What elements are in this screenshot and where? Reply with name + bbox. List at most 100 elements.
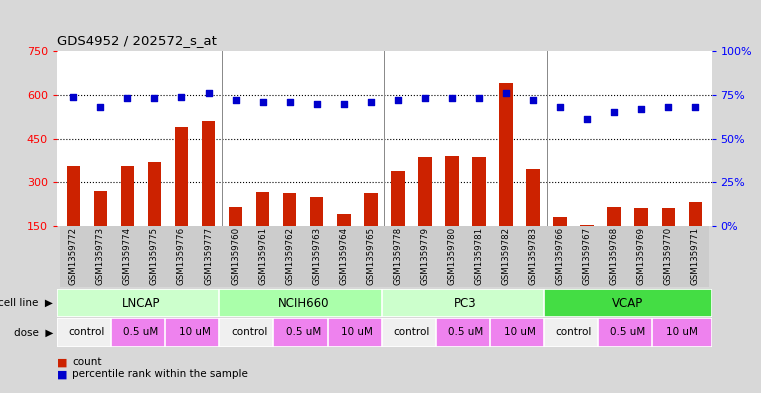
Bar <box>141 226 168 287</box>
Text: GSM1359778: GSM1359778 <box>393 227 403 285</box>
Bar <box>418 158 431 226</box>
Bar <box>384 226 412 287</box>
Text: GSM1359771: GSM1359771 <box>691 227 700 285</box>
Bar <box>175 127 188 226</box>
Text: GSM1359763: GSM1359763 <box>312 227 321 285</box>
Text: control: control <box>231 327 267 338</box>
Text: control: control <box>556 327 592 338</box>
Text: ■: ■ <box>57 358 68 367</box>
Bar <box>600 226 628 287</box>
Bar <box>436 318 495 347</box>
Text: 0.5 uM: 0.5 uM <box>610 327 645 338</box>
Bar <box>94 191 107 226</box>
Text: GSM1359779: GSM1359779 <box>420 227 429 285</box>
Text: GSM1359776: GSM1359776 <box>177 227 186 285</box>
Bar <box>652 318 712 347</box>
Bar <box>661 208 675 226</box>
Text: GSM1359774: GSM1359774 <box>123 227 132 285</box>
Bar <box>66 166 80 226</box>
Point <box>500 90 512 96</box>
Text: 10 uM: 10 uM <box>504 327 536 338</box>
Text: GSM1359762: GSM1359762 <box>285 227 295 285</box>
Point <box>175 94 187 100</box>
Bar <box>364 193 377 226</box>
Point <box>256 99 269 105</box>
Text: GSM1359768: GSM1359768 <box>610 227 619 285</box>
Text: GSM1359781: GSM1359781 <box>474 227 483 285</box>
Text: GSM1359777: GSM1359777 <box>204 227 213 285</box>
Point <box>446 95 458 101</box>
Bar <box>544 289 712 317</box>
Bar <box>654 226 682 287</box>
Text: GSM1359764: GSM1359764 <box>339 227 349 285</box>
Bar <box>57 318 116 347</box>
Point <box>67 94 79 100</box>
Point <box>121 95 133 101</box>
Text: GSM1359767: GSM1359767 <box>583 227 591 285</box>
Bar <box>283 193 297 226</box>
Bar <box>635 208 648 226</box>
Text: PC3: PC3 <box>454 296 476 310</box>
Point <box>662 104 674 110</box>
Bar <box>445 156 459 226</box>
Bar <box>148 162 161 226</box>
Text: count: count <box>72 358 102 367</box>
Bar <box>87 226 114 287</box>
Text: 10 uM: 10 uM <box>666 327 698 338</box>
Point <box>581 116 594 123</box>
Text: GSM1359766: GSM1359766 <box>556 227 565 285</box>
Text: 0.5 uM: 0.5 uM <box>447 327 483 338</box>
Bar <box>574 226 600 287</box>
Bar <box>330 226 357 287</box>
Point <box>94 104 107 110</box>
Text: GSM1359760: GSM1359760 <box>231 227 240 285</box>
Bar <box>527 169 540 226</box>
Bar <box>249 226 276 287</box>
Point <box>284 99 296 105</box>
Bar <box>202 121 215 226</box>
Bar <box>276 226 303 287</box>
Point <box>148 95 161 101</box>
Point <box>338 100 350 107</box>
Text: ■: ■ <box>57 369 68 379</box>
Text: GSM1359770: GSM1359770 <box>664 227 673 285</box>
Text: GSM1359780: GSM1359780 <box>447 227 457 285</box>
Bar <box>229 207 242 226</box>
Bar <box>310 197 323 226</box>
Bar <box>544 318 603 347</box>
Bar <box>195 226 222 287</box>
Bar <box>412 226 438 287</box>
Text: 0.5 uM: 0.5 uM <box>285 327 321 338</box>
Point <box>527 97 539 103</box>
Bar <box>689 202 702 226</box>
Bar <box>381 289 549 317</box>
Bar <box>60 226 87 287</box>
Point <box>230 97 242 103</box>
Point <box>202 90 215 96</box>
Point <box>608 109 620 116</box>
Bar <box>391 171 405 226</box>
Point <box>635 106 648 112</box>
Bar <box>222 226 249 287</box>
Text: 10 uM: 10 uM <box>179 327 211 338</box>
Text: LNCAP: LNCAP <box>122 296 160 310</box>
Bar <box>472 158 486 226</box>
Bar <box>546 226 574 287</box>
Text: percentile rank within the sample: percentile rank within the sample <box>72 369 248 379</box>
Point <box>392 97 404 103</box>
Bar <box>165 318 224 347</box>
Bar <box>499 83 513 226</box>
Point <box>689 104 702 110</box>
Text: GSM1359783: GSM1359783 <box>529 227 537 285</box>
Bar <box>303 226 330 287</box>
Bar <box>607 207 621 226</box>
Text: GSM1359775: GSM1359775 <box>150 227 159 285</box>
Point <box>473 95 485 101</box>
Bar <box>57 289 224 317</box>
Bar <box>111 318 170 347</box>
Bar <box>219 289 387 317</box>
Bar <box>168 226 195 287</box>
Point <box>554 104 566 110</box>
Bar <box>628 226 654 287</box>
Bar <box>121 166 134 226</box>
